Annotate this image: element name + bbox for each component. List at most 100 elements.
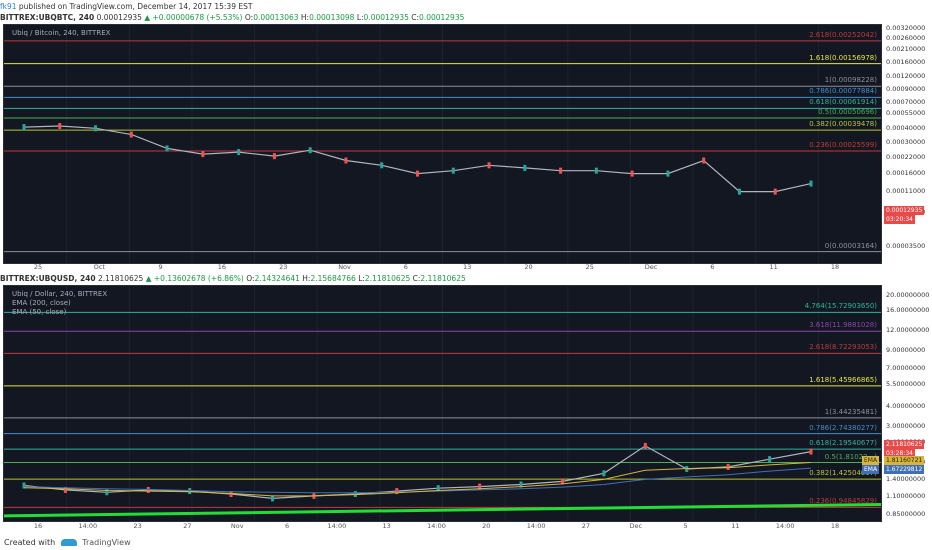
top-price-axis[interactable]: 0.00320000 0.00260000 0.00210000 0.00160000…: [882, 24, 932, 264]
price-point: [643, 442, 647, 449]
fib-level-label: 3.618(11.9881028): [809, 321, 877, 330]
ema-series-line: [23, 462, 812, 497]
price-point: [22, 482, 26, 489]
price-point: [560, 478, 564, 485]
price-point: [726, 463, 730, 470]
fib-level-label: 2.618(0.00252042): [809, 30, 877, 39]
top-time-axis[interactable]: 25 Oct 9 16 23 Nov 6 13 20 25 Dec 6 11 18: [3, 263, 880, 273]
x-tick-label: Nov: [338, 263, 351, 271]
y-tick-label: 7.00000000: [886, 363, 926, 372]
x-tick-label: Nov: [230, 522, 244, 530]
y-tick-label: 5.50000000: [886, 380, 926, 389]
bottom-price-axis[interactable]: 20.00000000 16.00000000 12.00000000 9.00000…: [882, 285, 932, 521]
y-tick-label: 0.00011000: [886, 186, 926, 195]
bottom-symbol-bar: BITTREX:UBQUSD, 240 2.11810625 ▲ +0.1360…: [0, 272, 932, 286]
bottom-legend-ema50: EMA (50, close): [12, 308, 67, 316]
fib-level-label: 4.764(15.72903650): [804, 302, 877, 311]
x-tick-label: 16: [217, 263, 227, 271]
y-tick-label: 4.00000000: [886, 402, 926, 411]
bottom-legend-title: Ubiq / Dollar, 240, BITTREX: [12, 290, 108, 298]
bottom-chart-svg[interactable]: [4, 286, 881, 521]
trendline: [4, 502, 881, 518]
y-tick-label: 0.00055000: [886, 109, 926, 118]
bottom-c: 2.11810625: [420, 274, 466, 283]
y-tick-label: 0.00090000: [886, 85, 926, 94]
y-tick-label: 3.00000000: [886, 422, 926, 431]
bottom-symbol[interactable]: BITTREX:UBQUSD, 240: [0, 274, 96, 283]
x-tick-label: Dec: [629, 522, 643, 530]
fib-level-label: 0.618(0.00061914): [809, 98, 877, 107]
x-tick-label: 27: [183, 522, 192, 530]
x-tick-label: 14:00: [427, 522, 446, 530]
x-tick-label: 25: [585, 263, 594, 271]
bottom-l-label: L:: [358, 274, 365, 283]
fib-level-label: 1(3.44235481): [824, 407, 877, 416]
price-point: [165, 145, 169, 152]
top-c-label: C:: [411, 13, 420, 22]
price-point: [630, 170, 634, 177]
top-chart-pane[interactable]: Ubiq / Bitcoin, 240, BITTREX 2.618(0.002…: [3, 24, 882, 264]
top-l: 0.00012935: [363, 13, 409, 22]
x-tick-label: 14:00: [775, 522, 795, 530]
price-point: [602, 470, 606, 477]
fib-level-label: 0.382(0.00039478): [809, 120, 877, 129]
y-tick-label: 0.00030000: [886, 138, 926, 147]
x-tick-label: 20: [524, 263, 533, 271]
top-h-label: H:: [300, 13, 310, 22]
bottom-legend-ema200: EMA (200, close): [12, 299, 71, 307]
top-chart-svg[interactable]: [4, 25, 881, 263]
x-tick-label: 5: [683, 522, 688, 530]
price-point: [523, 164, 527, 171]
y-tick-label: 1.40000000: [886, 475, 926, 484]
y-tick-label: 1.10000000: [886, 492, 926, 501]
price-point: [94, 125, 98, 132]
fib-level-label: 0.5(1.81022...): [824, 452, 877, 461]
x-tick-label: 13: [463, 263, 472, 271]
price-point: [22, 124, 26, 131]
fib-level-label: 2.618(8.72293053): [809, 343, 877, 352]
price-point: [201, 151, 205, 158]
top-symbol-bar: BITTREX:UBQBTC, 240 0.00012935 ▲ +0.0000…: [0, 11, 932, 25]
bottom-ema-val-2: 1.67229812: [884, 465, 925, 474]
author-link[interactable]: fk91: [0, 2, 17, 11]
bottom-o-label: O:: [246, 274, 255, 283]
top-last: 0.00012935: [96, 13, 142, 22]
top-o-label: O:: [244, 13, 254, 22]
fib-level-label: 1(0.00098228): [824, 76, 877, 85]
price-point: [559, 167, 563, 174]
bottom-change: ▲ +0.13602678 (+6.86%): [145, 274, 244, 283]
bottom-h-label: H:: [302, 274, 311, 283]
x-tick-label: 11: [731, 522, 740, 530]
price-point: [344, 157, 348, 164]
bottom-chart-pane[interactable]: Ubiq / Dollar, 240, BITTREX EMA (200, cl…: [3, 285, 882, 522]
fib-level-label: 0.382(1.42504097): [809, 469, 877, 478]
x-tick-label: 25: [33, 263, 43, 271]
x-tick-label: 11: [769, 263, 778, 271]
price-point: [519, 481, 523, 488]
price-point: [129, 131, 133, 138]
tradingview-brand[interactable]: TradingView: [82, 538, 131, 547]
y-tick-label: 0.00070000: [886, 97, 926, 106]
x-tick-label: 23: [279, 263, 288, 271]
fib-level-label: 0.786(0.00077884): [809, 87, 877, 96]
bottom-ema-val-1: 1.81160721: [884, 456, 925, 465]
fib-level-label: 0.786(2.74380277): [809, 423, 877, 432]
fib-level-label: 1.618(5.45966865): [809, 375, 877, 384]
y-tick-label: 0.00022000: [886, 153, 926, 162]
y-tick-label: 16.00000000: [886, 306, 930, 315]
top-change: ▲ +0.00000678 (+5.53%): [144, 13, 243, 22]
price-point: [63, 486, 67, 493]
price-point: [737, 188, 741, 195]
x-tick-label: 18: [830, 522, 840, 530]
price-series-line: [23, 445, 812, 500]
fib-level-label: 1.618(0.00156978): [809, 53, 877, 62]
price-point: [58, 122, 62, 129]
bottom-time-axis[interactable]: 16 14:00 23 27 Nov 6 14:00 13 14:00 20 14:00 27 Dec 5…: [3, 522, 880, 532]
bottom-h: 2.15684766: [310, 274, 356, 283]
top-symbol[interactable]: BITTREX:UBQBTC, 240: [0, 13, 95, 22]
price-point: [436, 485, 440, 492]
fib-level-label: 0.5(0.00050696): [818, 108, 877, 117]
fib-level-label: 0.618(2.19540677): [809, 439, 877, 448]
price-point: [809, 448, 813, 455]
y-tick-label: 0.00120000: [886, 71, 926, 80]
